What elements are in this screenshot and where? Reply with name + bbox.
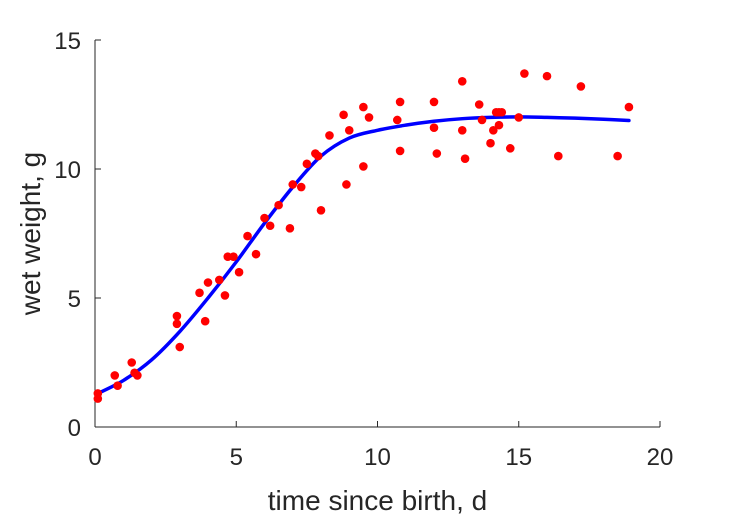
y-tick-label: 5 bbox=[68, 286, 81, 313]
data-point bbox=[554, 151, 563, 161]
data-point bbox=[429, 123, 439, 133]
data-point bbox=[395, 146, 405, 156]
data-point bbox=[613, 151, 622, 161]
data-point bbox=[133, 371, 142, 380]
data-point bbox=[460, 154, 470, 163]
data-point bbox=[316, 205, 326, 215]
x-tick-label: 10 bbox=[364, 444, 391, 471]
data-point bbox=[486, 138, 495, 148]
data-point bbox=[313, 151, 323, 161]
data-point bbox=[296, 182, 306, 192]
data-point bbox=[325, 131, 334, 140]
data-point bbox=[265, 221, 275, 231]
data-point bbox=[505, 144, 515, 153]
data-point bbox=[285, 224, 295, 233]
data-point bbox=[274, 200, 283, 210]
data-point bbox=[392, 115, 402, 125]
x-ticks: 0 5 10 15 20 bbox=[88, 421, 673, 471]
x-tick-label: 5 bbox=[230, 444, 243, 471]
fit-line-group bbox=[96, 115, 631, 396]
data-point bbox=[302, 159, 312, 169]
data-point bbox=[576, 82, 586, 91]
x-axis-label: time since birth, d bbox=[268, 485, 487, 516]
data-point bbox=[477, 115, 487, 125]
x-tick-label: 20 bbox=[647, 444, 674, 471]
data-point bbox=[457, 76, 467, 86]
y-tick-label: 0 bbox=[68, 415, 81, 442]
data-point bbox=[624, 102, 634, 112]
data-point bbox=[474, 100, 484, 109]
data-point bbox=[175, 342, 185, 352]
data-point bbox=[359, 162, 368, 171]
data-point bbox=[542, 71, 552, 81]
data-point bbox=[243, 231, 252, 241]
data-point bbox=[432, 149, 442, 158]
data-point bbox=[359, 102, 368, 112]
data-point bbox=[215, 275, 224, 285]
data-point bbox=[110, 371, 120, 380]
data-point bbox=[514, 113, 524, 122]
data-point bbox=[339, 110, 348, 120]
data-point bbox=[497, 107, 507, 117]
data-point bbox=[520, 69, 529, 78]
y-axis-label: wet weight, g bbox=[15, 152, 46, 316]
data-point bbox=[127, 358, 137, 367]
axes bbox=[94, 40, 660, 428]
data-point bbox=[342, 180, 351, 189]
data-point bbox=[203, 278, 213, 287]
data-point bbox=[229, 252, 238, 262]
data-point bbox=[429, 97, 439, 107]
data-point bbox=[200, 316, 210, 326]
data-point bbox=[220, 291, 230, 300]
data-points bbox=[93, 69, 634, 403]
data-point bbox=[260, 213, 269, 223]
y-ticks: 0 5 10 15 bbox=[54, 28, 101, 442]
data-point bbox=[113, 381, 122, 391]
data-point bbox=[172, 311, 182, 321]
data-point bbox=[457, 126, 467, 135]
y-tick-label: 15 bbox=[54, 28, 81, 55]
x-tick-label: 15 bbox=[505, 444, 532, 471]
data-point bbox=[288, 180, 298, 189]
data-point bbox=[251, 249, 261, 259]
data-point bbox=[234, 267, 244, 277]
data-point bbox=[344, 126, 354, 135]
data-point bbox=[93, 389, 103, 398]
fit-line bbox=[96, 115, 631, 396]
data-point bbox=[489, 126, 498, 135]
data-point bbox=[364, 113, 374, 122]
data-point bbox=[395, 97, 405, 107]
x-tick-label: 0 bbox=[88, 444, 101, 471]
data-point bbox=[494, 120, 504, 130]
data-point bbox=[172, 319, 182, 329]
data-point bbox=[195, 288, 204, 298]
y-tick-label: 10 bbox=[54, 157, 81, 184]
